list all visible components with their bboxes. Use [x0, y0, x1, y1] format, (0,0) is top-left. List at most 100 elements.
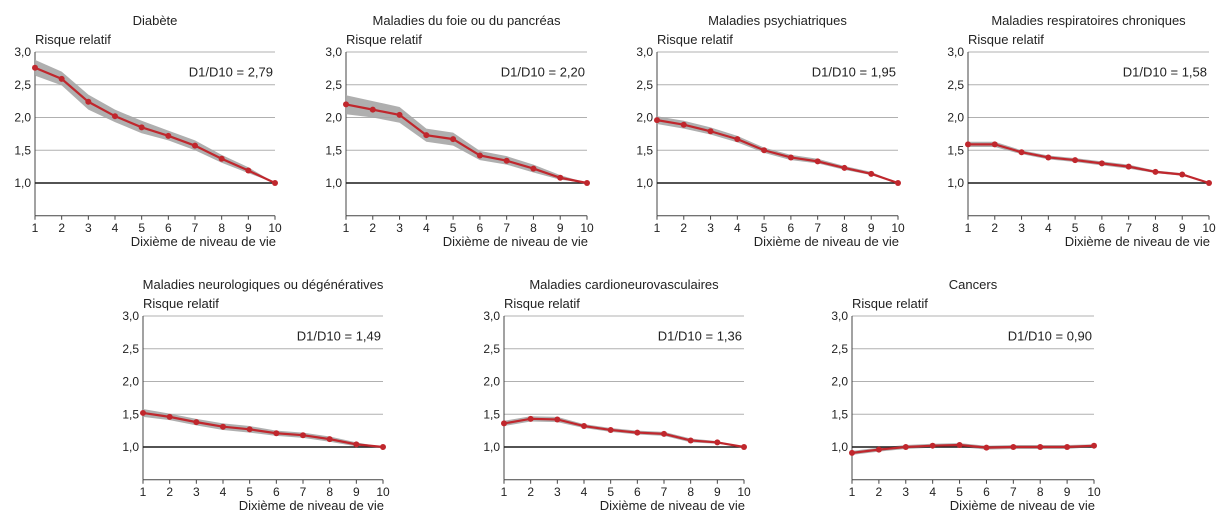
- x-tick-label: 10: [1087, 485, 1101, 499]
- chart-title: Maladies du foie ou du pancréas: [373, 13, 561, 28]
- x-tick-label: 3: [554, 485, 561, 499]
- x-tick-label: 8: [687, 485, 694, 499]
- data-point: [192, 142, 198, 149]
- x-tick-label: 9: [1064, 485, 1071, 499]
- x-tick-label: 1: [32, 221, 39, 235]
- y-tick-label: 1,0: [947, 176, 964, 190]
- y-tick-label: 1,0: [325, 176, 342, 190]
- data-point: [902, 444, 909, 450]
- x-tick-label: 9: [1179, 221, 1186, 235]
- data-point: [1206, 180, 1212, 186]
- x-tick-label: 3: [902, 485, 909, 499]
- data-point: [1045, 154, 1052, 161]
- x-tick-label: 5: [138, 221, 145, 235]
- data-point: [503, 157, 510, 164]
- data-point: [245, 167, 252, 174]
- data-point: [32, 64, 38, 71]
- data-point: [501, 420, 507, 427]
- x-tick-label: 1: [343, 221, 350, 235]
- chart-title: Cancers: [949, 277, 998, 292]
- x-axis-label: Dixième de niveau de vie: [600, 498, 745, 513]
- confidence-band: [35, 59, 275, 183]
- y-tick-label: 2,5: [831, 342, 848, 356]
- data-point: [875, 446, 882, 453]
- chart-panel-1: Diabète Risque relatif 1,0 1,5 2,0 2,5 3,0 1 2 3 4…: [14, 13, 282, 249]
- y-tick-label: 3,0: [947, 45, 964, 59]
- data-point: [654, 117, 660, 124]
- data-point: [1091, 442, 1097, 449]
- y-tick-label: 3,0: [325, 45, 342, 59]
- x-tick-label: 4: [112, 221, 119, 235]
- x-tick-label: 4: [423, 221, 430, 235]
- y-tick-label: 2,0: [483, 375, 500, 389]
- x-tick-label: 2: [527, 485, 534, 499]
- ratio-annotation: D1/D10 = 2,79: [189, 65, 273, 80]
- chart-title: Maladies neurologiques ou dégénératives: [143, 277, 384, 292]
- y-axis-label: Risque relatif: [35, 32, 111, 47]
- x-tick-label: 7: [192, 221, 199, 235]
- ratio-annotation: D1/D10 = 1,49: [297, 329, 381, 344]
- y-tick-label: 2,0: [122, 375, 139, 389]
- data-point: [165, 132, 172, 139]
- x-tick-label: 2: [680, 221, 687, 235]
- y-tick-label: 2,0: [831, 375, 848, 389]
- x-tick-label: 1: [501, 485, 508, 499]
- data-point: [983, 444, 990, 451]
- chart-title: Maladies psychiatriques: [708, 13, 847, 28]
- y-axis-label: Risque relatif: [852, 296, 928, 311]
- x-tick-label: 10: [737, 485, 751, 499]
- x-tick-label: 7: [814, 221, 821, 235]
- data-point: [607, 426, 614, 433]
- x-tick-label: 4: [581, 485, 588, 499]
- data-point: [218, 155, 225, 162]
- x-axis-label: Dixième de niveau de vie: [950, 498, 1095, 513]
- data-point: [1064, 444, 1071, 450]
- data-point: [450, 136, 457, 143]
- x-tick-label: 5: [450, 221, 457, 235]
- y-tick-label: 3,0: [122, 309, 139, 323]
- chart-title: Diabète: [133, 13, 178, 28]
- x-tick-label: 6: [477, 221, 484, 235]
- y-tick-label: 2,5: [325, 78, 342, 92]
- data-point: [396, 111, 403, 118]
- data-point: [272, 180, 278, 186]
- y-tick-label: 2,5: [636, 78, 653, 92]
- y-tick-label: 1,0: [122, 440, 139, 454]
- series-line: [345, 103, 588, 185]
- x-tick-label: 5: [1072, 221, 1079, 235]
- data-point: [814, 158, 821, 165]
- data-point: [527, 415, 534, 422]
- x-tick-label: 9: [353, 485, 360, 499]
- y-tick-label: 1,5: [947, 143, 964, 157]
- x-tick-label: 9: [557, 221, 564, 235]
- data-point: [761, 147, 768, 154]
- x-tick-label: 1: [654, 221, 661, 235]
- chart-panel-4: Maladies respiratoires chroniques Risque …: [947, 13, 1216, 249]
- data-point: [965, 141, 971, 148]
- data-point: [714, 439, 721, 446]
- data-point: [140, 409, 146, 416]
- x-tick-label: 2: [991, 221, 998, 235]
- data-point: [369, 106, 376, 113]
- data-point: [581, 423, 587, 430]
- chart-title: Maladies respiratoires chroniques: [991, 13, 1186, 28]
- x-tick-label: 8: [1037, 485, 1044, 499]
- data-point: [1179, 171, 1186, 178]
- y-tick-label: 2,0: [14, 111, 31, 125]
- x-tick-label: 2: [369, 221, 376, 235]
- chart-panel-2: Maladies du foie ou du pancréas Risque re…: [325, 13, 594, 249]
- x-tick-label: 5: [607, 485, 614, 499]
- data-point: [991, 141, 998, 148]
- y-tick-label: 2,5: [947, 78, 964, 92]
- y-tick-label: 3,0: [14, 45, 31, 59]
- data-point: [661, 430, 667, 437]
- data-point: [680, 121, 687, 128]
- data-point: [1152, 168, 1159, 175]
- ratio-annotation: D1/D10 = 0,90: [1008, 329, 1092, 344]
- x-tick-label: 10: [580, 221, 594, 235]
- data-point: [554, 416, 561, 423]
- data-point: [58, 75, 65, 82]
- x-axis-label: Dixième de niveau de vie: [1065, 234, 1210, 249]
- data-point: [1098, 160, 1105, 167]
- data-point: [849, 449, 855, 456]
